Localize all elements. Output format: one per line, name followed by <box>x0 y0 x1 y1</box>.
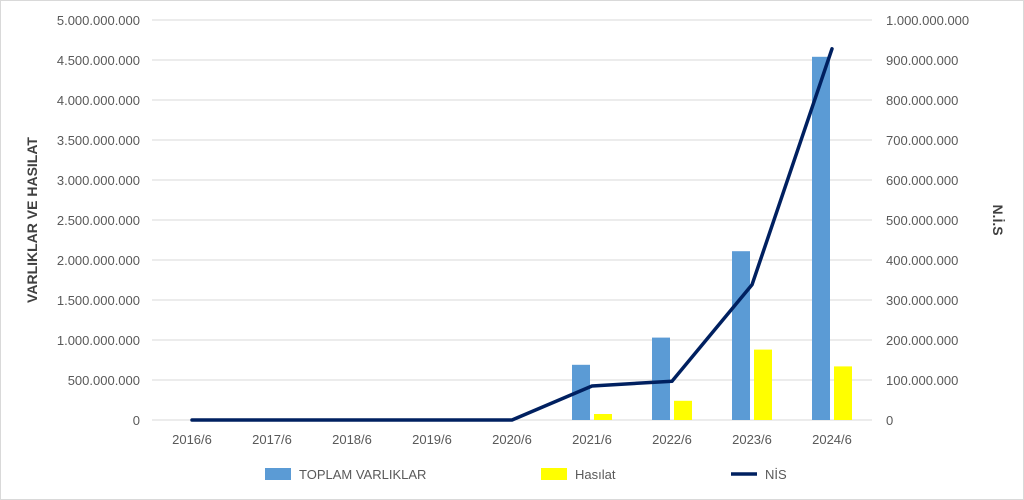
x-tick-label: 2020/6 <box>492 432 532 447</box>
left-tick-label: 5.000.000.000 <box>57 13 140 28</box>
left-tick-label: 500.000.000 <box>68 373 140 388</box>
right-tick-label: 100.000.000 <box>886 373 958 388</box>
x-tick-label: 2021/6 <box>572 432 612 447</box>
x-tick-label: 2017/6 <box>252 432 292 447</box>
left-tick-label: 4.000.000.000 <box>57 93 140 108</box>
right-tick-label: 200.000.000 <box>886 333 958 348</box>
right-axis-title: N.İ.S <box>990 204 1006 235</box>
left-tick-label: 2.000.000.000 <box>57 253 140 268</box>
left-tick-label: 1.000.000.000 <box>57 333 140 348</box>
x-tick-label: 2022/6 <box>652 432 692 447</box>
left-tick-label: 2.500.000.000 <box>57 213 140 228</box>
right-tick-label: 300.000.000 <box>886 293 958 308</box>
right-tick-label: 900.000.000 <box>886 53 958 68</box>
bar-toplam-varliklar <box>732 251 750 420</box>
x-tick-label: 2018/6 <box>332 432 372 447</box>
line-nis <box>190 47 834 422</box>
left-tick-label: 3.000.000.000 <box>57 173 140 188</box>
right-tick-label: 700.000.000 <box>886 133 958 148</box>
right-tick-label: 600.000.000 <box>886 173 958 188</box>
left-tick-label: 3.500.000.000 <box>57 133 140 148</box>
x-tick-label: 2024/6 <box>812 432 852 447</box>
bar-hasilat <box>834 366 852 420</box>
legend-swatch <box>265 468 291 480</box>
bar-toplam-varliklar <box>812 56 830 421</box>
legend-label: Hasılat <box>575 467 616 482</box>
nis-line <box>190 47 834 422</box>
x-tick-label: 2016/6 <box>172 432 212 447</box>
legend: TOPLAM VARLIKLAR Hasılat NİS <box>265 467 787 482</box>
left-tick-label: 0 <box>133 413 140 428</box>
left-axis-ticks: 0 500.000.000 1.000.000.000 1.500.000.000 2.… <box>57 13 140 428</box>
bar-toplam-varliklar <box>652 337 670 420</box>
left-tick-label: 4.500.000.000 <box>57 53 140 68</box>
x-axis-ticks: 2016/6 2017/6 2018/6 2019/6 2020/6 2021/6 2022… <box>172 432 852 447</box>
bar-hasilat <box>754 349 772 420</box>
left-tick-label: 1.500.000.000 <box>57 293 140 308</box>
bar-hasilat <box>594 414 612 420</box>
right-tick-label: 0 <box>886 413 893 428</box>
bar-hasilat <box>674 400 692 420</box>
legend-label: NİS <box>765 467 787 482</box>
right-tick-label: 1.000.000.000 <box>886 13 969 28</box>
legend-swatch <box>541 468 567 480</box>
x-tick-label: 2023/6 <box>732 432 772 447</box>
legend-label: TOPLAM VARLIKLAR <box>299 467 426 482</box>
right-tick-label: 800.000.000 <box>886 93 958 108</box>
right-tick-label: 400.000.000 <box>886 253 958 268</box>
left-axis-title: VARLIKLAR VE HASILAT <box>24 137 40 303</box>
right-axis-ticks: 0 100.000.000 200.000.000 300.000.000 400.00… <box>886 13 969 428</box>
right-tick-label: 500.000.000 <box>886 213 958 228</box>
x-tick-label: 2019/6 <box>412 432 452 447</box>
